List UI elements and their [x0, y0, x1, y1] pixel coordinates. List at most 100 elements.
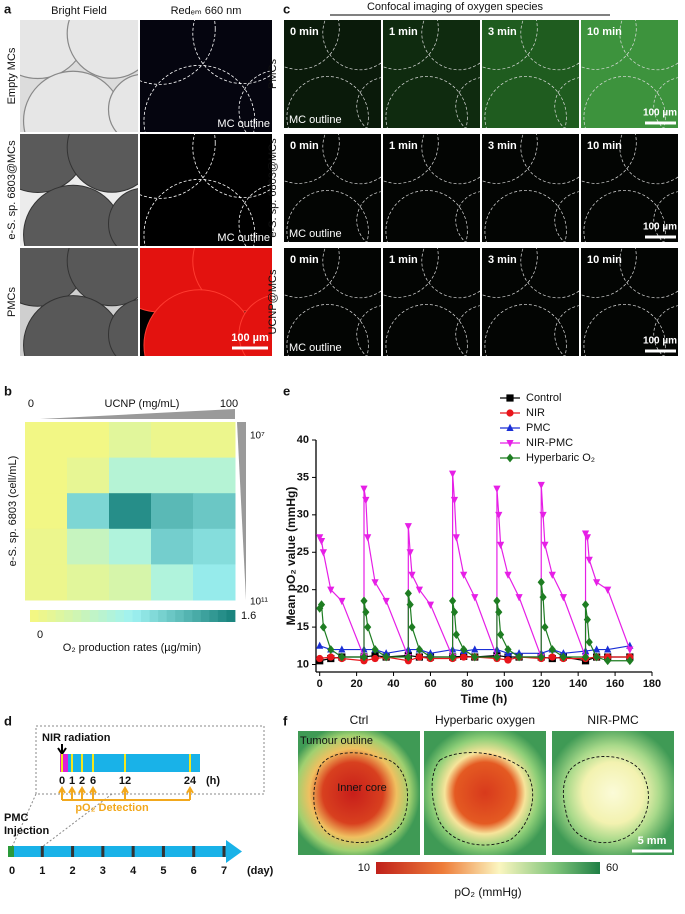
image-tile	[284, 248, 381, 356]
marker	[382, 652, 390, 662]
row-label: UCNP@MCs	[267, 269, 279, 334]
po2-map-core	[552, 731, 674, 855]
legend-marker	[506, 423, 514, 431]
colorbar-segment	[38, 610, 48, 622]
circles	[140, 248, 272, 356]
circles	[20, 20, 138, 132]
x-tick-label: 160	[606, 678, 624, 690]
microcapsule	[383, 134, 439, 184]
day-mark	[101, 846, 105, 857]
heatmap-cell	[25, 528, 68, 565]
microcapsule	[108, 298, 138, 356]
image-background	[581, 248, 678, 356]
column-header: Bright Field	[51, 5, 107, 17]
microcapsule	[554, 305, 579, 356]
marker	[452, 534, 460, 542]
legend-label: PMC	[526, 422, 551, 434]
microcapsule	[583, 76, 666, 128]
colorbar-segment	[132, 610, 142, 622]
marker	[317, 600, 326, 610]
colorbar-segment	[141, 610, 150, 622]
y-label: e-S. sp. 6803 (cell/mL)	[7, 456, 19, 567]
circles	[383, 134, 480, 242]
marker	[450, 496, 459, 505]
image-tile	[20, 20, 138, 132]
legend-label: NIR-PMC	[526, 437, 573, 449]
marker	[460, 571, 468, 579]
colorbar-segment	[217, 610, 227, 622]
scale-bar-label: 5 mm	[638, 835, 667, 847]
heatmap-cell	[67, 528, 110, 565]
y-tick-label: 10	[297, 658, 309, 670]
panel-title: Confocal imaging of oxygen species	[367, 1, 544, 13]
heatmap-cell	[151, 493, 194, 530]
microcapsule	[421, 134, 480, 185]
colorbar-segment	[98, 610, 108, 622]
row-label: e-S. sp. 6803@MCs	[267, 138, 279, 238]
marker	[360, 596, 368, 606]
hour-tick: 1	[69, 775, 75, 787]
colorbar-segment	[183, 610, 193, 622]
image-tile	[140, 248, 272, 356]
marker	[471, 645, 479, 653]
colorbar-label: pO₂ (mmHg)	[454, 885, 521, 899]
panel-label: c	[283, 1, 290, 16]
colorbar-segment	[200, 610, 210, 622]
marker	[537, 652, 545, 662]
marker	[408, 622, 416, 632]
hour-tick: 6	[90, 775, 96, 787]
microcapsule	[520, 134, 579, 185]
panel-label: a	[4, 1, 12, 16]
day-bar	[8, 846, 226, 857]
day-tick: 6	[191, 865, 197, 877]
day-tick: 0	[9, 865, 15, 877]
image-background	[383, 134, 480, 242]
hour-bar	[60, 754, 200, 772]
y-tick-label: 10¹¹	[250, 597, 268, 608]
image-tile	[581, 134, 678, 242]
circles	[140, 20, 272, 132]
marker	[319, 549, 327, 557]
circles	[284, 134, 381, 242]
day-tick: 5	[160, 865, 166, 877]
microcapsule	[23, 295, 124, 356]
colorbar-segment	[115, 610, 125, 622]
heatmap-cell	[109, 564, 152, 601]
hour-tick: 0	[59, 775, 65, 787]
microcapsule	[322, 134, 381, 185]
row-label: PMCs	[6, 287, 18, 317]
heatmap-cell	[151, 564, 194, 601]
microcapsule	[581, 248, 637, 298]
microcapsule	[421, 248, 480, 299]
microcapsule	[356, 191, 381, 242]
image-tile	[284, 20, 381, 128]
time-label: 1 min	[389, 254, 418, 266]
row-label: PMCs	[267, 59, 279, 89]
microcapsule	[619, 134, 678, 185]
time-label: 0 min	[290, 254, 319, 266]
marker	[404, 523, 412, 531]
microcapsule	[286, 76, 369, 128]
marker	[504, 656, 512, 664]
microcapsule	[484, 304, 567, 356]
marker	[382, 597, 390, 606]
marker	[460, 653, 468, 661]
x-tick-label: 20	[350, 678, 362, 690]
core-label: Inner core	[337, 782, 387, 794]
microcapsule	[653, 305, 678, 356]
x-tick-label: 180	[643, 678, 661, 690]
microcapsule	[192, 20, 272, 84]
scale-bar-label: 100 µm	[643, 336, 677, 347]
colorbar-segment	[166, 610, 176, 622]
microcapsule	[284, 20, 340, 70]
image-background	[284, 248, 381, 356]
marker	[449, 652, 457, 662]
legend-label: Control	[526, 392, 561, 404]
column-header: Redₑₘ 660 nm	[171, 5, 242, 17]
marker	[316, 534, 324, 542]
row-label: e-S. sp. 6803@MCs	[6, 140, 18, 240]
legend-label: Hyperbaric O₂	[526, 452, 595, 464]
microcapsule	[284, 248, 340, 298]
image-tile	[20, 248, 138, 356]
image-tile	[383, 248, 480, 356]
